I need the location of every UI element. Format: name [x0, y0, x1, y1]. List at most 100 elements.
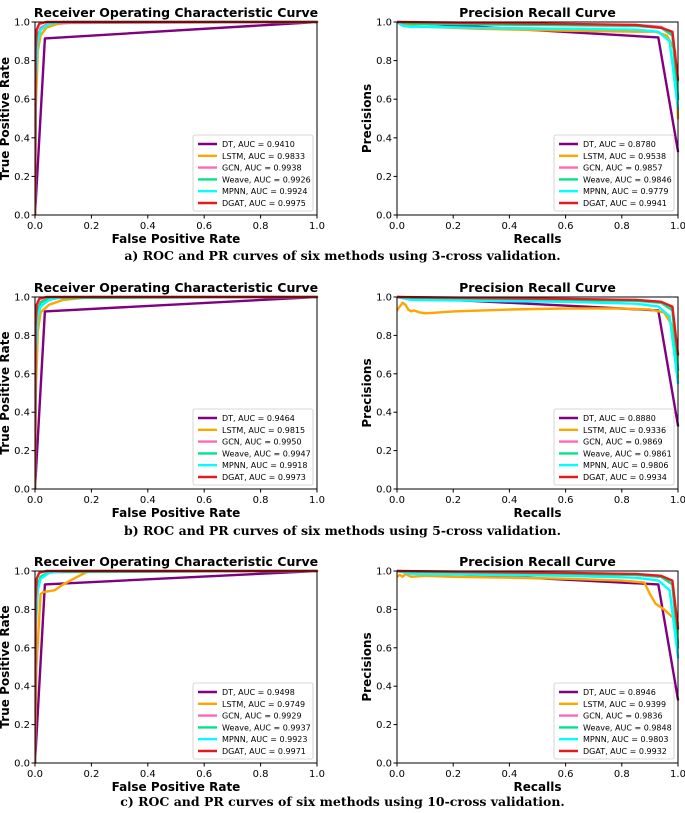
y-tick-label: 1.0 — [14, 293, 30, 304]
y-tick-label: 0.8 — [376, 56, 392, 67]
x-axis-label: Recalls — [514, 506, 562, 520]
legend: DT, AUC = 0.8780 LSTM, AUC = 0.9538 GCN, A… — [553, 134, 675, 212]
legend-label-gcn: GCN, AUC = 0.9857 — [583, 164, 663, 173]
legend-label-dgat: DGAT, AUC = 0.9973 — [222, 473, 306, 482]
legend-label-dgat: DGAT, AUC = 0.9975 — [222, 199, 306, 208]
y-tick-label: 0.4 — [14, 408, 30, 419]
y-axis-label: Precisions — [360, 358, 374, 427]
y-tick-label: 0.4 — [376, 682, 392, 693]
x-tick-label: 0.8 — [253, 495, 269, 506]
series-line-lstm — [397, 301, 680, 379]
x-tick-label: 0.8 — [614, 495, 630, 506]
x-tick-label: 0.2 — [83, 769, 99, 780]
chart-title: Receiver Operating Characteristic Curve — [34, 280, 318, 295]
caption-c: c) ROC and PR curves of six methods usin… — [120, 794, 565, 809]
y-tick-label: 0.4 — [376, 408, 392, 419]
series-line-dt — [35, 20, 319, 215]
y-tick-label: 0.4 — [376, 133, 392, 144]
chart-title: Receiver Operating Characteristic Curve — [34, 5, 318, 20]
x-tick-label: 0.2 — [445, 769, 461, 780]
legend-label-dt: DT, AUC = 0.8946 — [583, 688, 656, 697]
y-tick-label: 0.8 — [376, 605, 392, 616]
legend-label-weave: Weave, AUC = 0.9926 — [222, 175, 311, 184]
legend-box — [553, 134, 675, 212]
legend: DT, AUC = 0.8880 LSTM, AUC = 0.9336 GCN, A… — [553, 408, 675, 486]
x-tick-label: 0.8 — [253, 221, 269, 232]
chart-title: Precision Recall Curve — [459, 5, 616, 20]
legend-box — [192, 408, 314, 486]
legend-box — [192, 134, 314, 212]
legend-label-lstm: LSTM, AUC = 0.9336 — [583, 426, 666, 435]
axes-frame — [396, 296, 679, 490]
y-axis-label: True Positive Rate — [0, 331, 12, 454]
x-tick-label: 0.0 — [27, 221, 43, 232]
y-tick-label: 1.0 — [14, 18, 30, 29]
x-tick-label: 0.0 — [27, 769, 43, 780]
y-tick-label: 0.2 — [376, 720, 392, 731]
x-tick-label: 1.0 — [670, 495, 685, 506]
x-tick-label: 1.0 — [309, 769, 325, 780]
x-tick-label: 0.4 — [140, 769, 156, 780]
series-line-dt — [397, 295, 680, 427]
x-tick-label: 1.0 — [670, 221, 685, 232]
chart-panel-5: Receiver Operating Characteristic Curve 0… — [0, 554, 325, 794]
x-tick-label: 0.4 — [501, 495, 517, 506]
y-tick-label: 0.8 — [14, 331, 30, 342]
axes-frame — [34, 570, 318, 764]
caption-a: a) ROC and PR curves of six methods usin… — [124, 248, 560, 263]
series-line-gcn — [397, 20, 680, 101]
x-axis-label: False Positive Rate — [112, 506, 241, 520]
x-tick-label: 0.6 — [558, 221, 574, 232]
y-axis-label: Precisions — [360, 632, 374, 701]
x-axis-label: Recalls — [514, 232, 562, 246]
x-axis-label: Recalls — [514, 780, 562, 794]
legend-label-lstm: LSTM, AUC = 0.9833 — [222, 152, 305, 161]
legend-label-mpnn: MPNN, AUC = 0.9803 — [583, 735, 668, 744]
legend-label-weave: Weave, AUC = 0.9937 — [222, 723, 311, 732]
y-tick-label: 0.6 — [376, 643, 392, 654]
legend-label-mpnn: MPNN, AUC = 0.9924 — [222, 187, 307, 196]
caption-b: b) ROC and PR curves of six methods usin… — [124, 523, 561, 538]
series-line-dt — [397, 20, 680, 153]
x-tick-label: 0.4 — [501, 221, 517, 232]
series-line-dgat — [397, 569, 680, 630]
y-tick-label: 0.0 — [14, 485, 30, 496]
legend-label-weave: Weave, AUC = 0.9947 — [222, 449, 311, 458]
legend-label-dt: DT, AUC = 0.9498 — [222, 688, 295, 697]
y-tick-label: 1.0 — [376, 18, 392, 29]
y-tick-label: 1.0 — [14, 567, 30, 578]
legend-label-weave: Weave, AUC = 0.9861 — [583, 449, 672, 458]
legend-label-lstm: LSTM, AUC = 0.9399 — [583, 700, 666, 709]
legend-label-weave: Weave, AUC = 0.9848 — [583, 723, 672, 732]
legend-label-dt: DT, AUC = 0.9464 — [222, 414, 295, 423]
x-axis-label: False Positive Rate — [112, 232, 241, 246]
x-tick-label: 0.2 — [445, 221, 461, 232]
x-tick-label: 1.0 — [670, 769, 685, 780]
y-tick-label: 1.0 — [376, 293, 392, 304]
legend-label-mpnn: MPNN, AUC = 0.9806 — [583, 461, 668, 470]
legend-label-dt: DT, AUC = 0.9410 — [222, 140, 295, 149]
series-group — [397, 569, 680, 701]
series-line-lstm — [397, 572, 680, 624]
x-tick-label: 0.6 — [558, 769, 574, 780]
legend-label-lstm: LSTM, AUC = 0.9538 — [583, 152, 666, 161]
axes-frame — [34, 296, 318, 490]
axes-frame — [396, 21, 679, 216]
x-tick-label: 0.2 — [445, 495, 461, 506]
x-tick-label: 0.0 — [389, 495, 405, 506]
chart-panel-4: Precision Recall Curve 0.0 0.2 0.4 0.6 0.8 1.0… — [360, 280, 685, 520]
x-tick-label: 0.6 — [558, 495, 574, 506]
series-line-mpnn — [397, 569, 680, 659]
y-axis-label: True Positive Rate — [0, 605, 12, 728]
x-tick-label: 0.2 — [83, 495, 99, 506]
series-line-dt — [35, 295, 319, 489]
legend-box — [192, 682, 314, 760]
chart-title: Receiver Operating Characteristic Curve — [34, 554, 318, 569]
series-line-mpnn — [397, 295, 680, 385]
y-tick-label: 0.6 — [376, 369, 392, 380]
chart-title: Precision Recall Curve — [459, 280, 616, 295]
series-line-weave — [397, 20, 680, 101]
chart-panel-6: Precision Recall Curve 0.0 0.2 0.4 0.6 0.8 1.0… — [360, 554, 685, 794]
legend-label-gcn: GCN, AUC = 0.9938 — [222, 164, 302, 173]
y-tick-label: 0.0 — [376, 211, 392, 222]
